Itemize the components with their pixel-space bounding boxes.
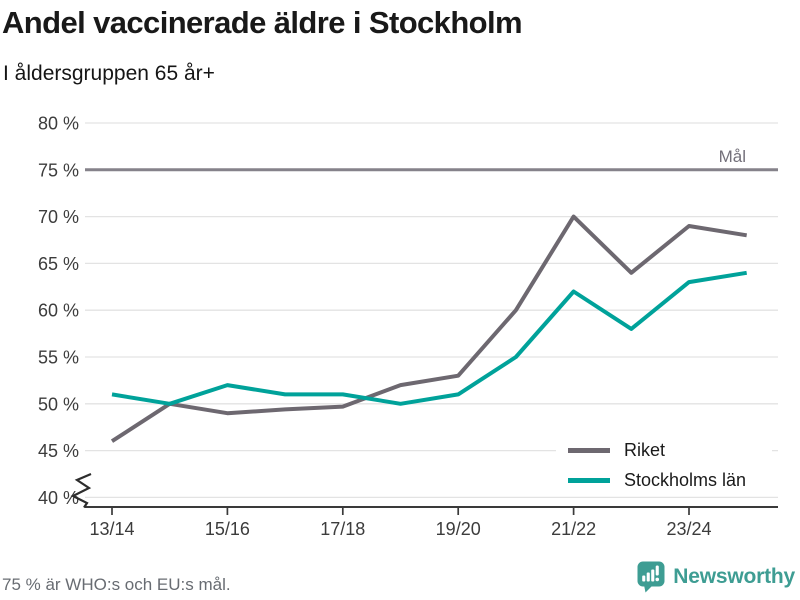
y-tick-label: 55 % (38, 348, 79, 368)
y-tick-label: 70 % (38, 207, 79, 227)
legend-swatch-stockholms-lan (568, 477, 610, 483)
series-line-riket (110, 214, 748, 443)
line-chart: 40 % 45 % 50 % 55 % 60 % 65 % 70 % 75 % 80 % Mål 1… (38, 114, 778, 539)
y-tick-label: 75 % (38, 160, 79, 180)
legend-label-stockholms-lan: Stockholms län (624, 469, 747, 490)
newsworthy-logo[interactable]: Newsworthy (636, 560, 795, 593)
goal-label: Mål (719, 147, 746, 166)
x-tick-label: 15/16 (205, 519, 250, 539)
x-tick-label: 19/20 (436, 519, 481, 539)
x-tick-label: 23/24 (666, 519, 711, 539)
legend: Riket Stockholms län (556, 436, 772, 494)
x-tick-label: 17/18 (320, 519, 365, 539)
chart-title: Andel vaccinerade äldre i Stockholm (2, 5, 523, 40)
x-tick-label: 13/14 (89, 519, 134, 539)
y-tick-label: 40 % (38, 488, 79, 508)
y-axis-break-icon (70, 472, 92, 509)
legend-item-riket: Riket (556, 438, 772, 462)
y-tick-label: 80 % (38, 114, 79, 134)
chart-subtitle: I åldersgruppen 65 år+ (3, 62, 215, 85)
legend-label-riket: Riket (624, 439, 666, 460)
footnote: 75 % är WHO:s och EU:s mål. (2, 575, 231, 594)
series-line-stockholms-l-n (111, 270, 748, 406)
y-tick-label: 50 % (38, 394, 79, 414)
legend-swatch-riket (568, 447, 610, 453)
newsworthy-icon (637, 561, 665, 593)
y-tick-label: 65 % (38, 254, 79, 274)
x-tick-label: 21/22 (551, 519, 596, 539)
y-tick-label: 45 % (38, 441, 79, 461)
brand-name: Newsworthy (673, 564, 795, 588)
legend-item-stockholms-lan: Stockholms län (556, 468, 772, 492)
y-tick-label: 60 % (38, 301, 79, 321)
